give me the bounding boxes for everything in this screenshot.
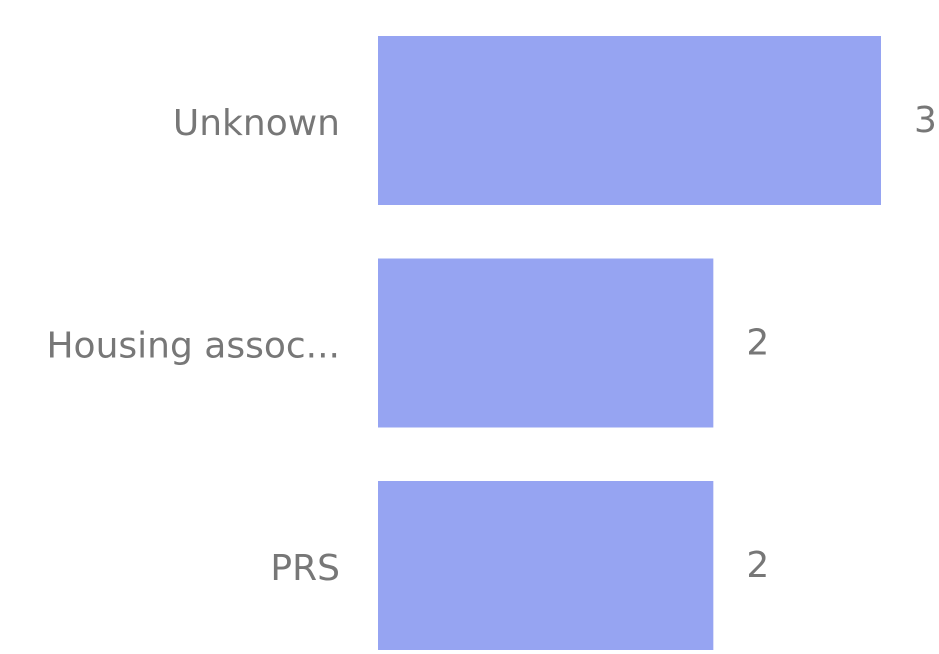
data-label: 2 — [746, 323, 769, 364]
data-label: 3 — [914, 100, 937, 141]
y-tick-label: PRS — [270, 548, 340, 589]
bar — [378, 481, 714, 650]
data-label: 2 — [746, 545, 769, 586]
y-tick-label: Unknown — [173, 103, 340, 144]
bar — [378, 258, 714, 428]
y-tick-label: Housing assoc... — [46, 326, 340, 367]
bar — [378, 36, 881, 205]
